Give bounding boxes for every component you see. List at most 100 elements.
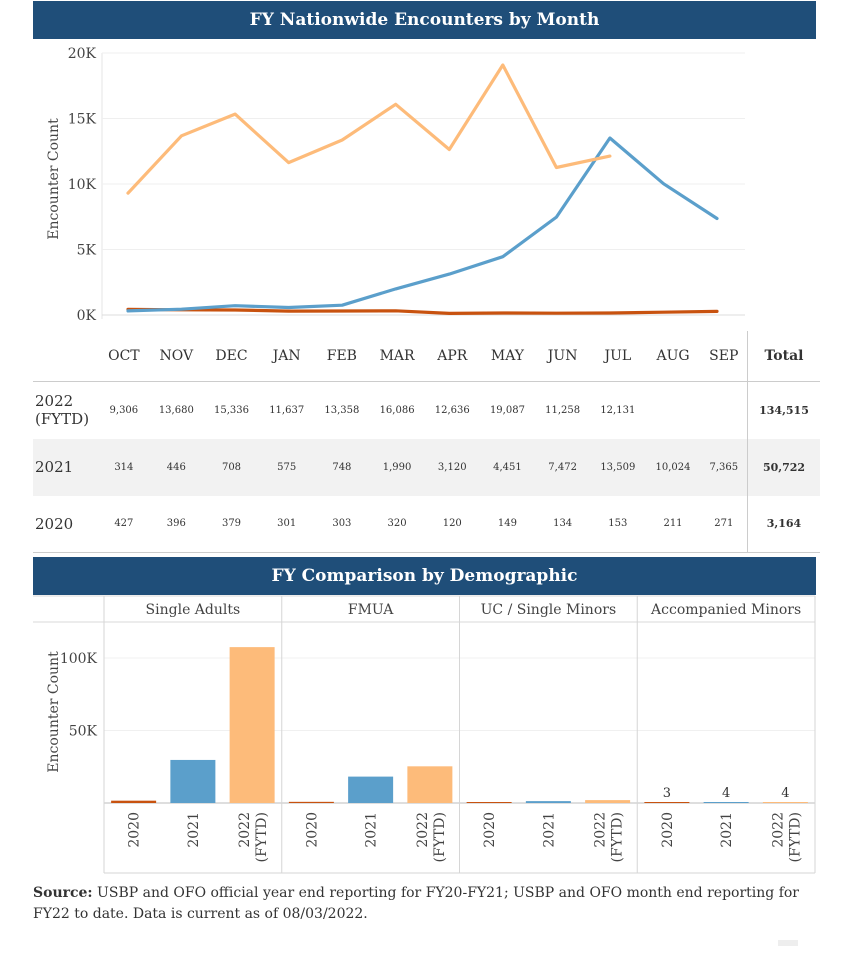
table-value-cell: 314	[114, 461, 134, 473]
table-header-row: OCT NOV DEC JAN FEB MAR APR MAY JUN JUL …	[33, 331, 820, 382]
x-tick-label-line: (FYTD)	[610, 812, 626, 862]
panel-label: Accompanied Minors	[650, 602, 801, 618]
table-value-cell: 16,086	[369, 381, 425, 439]
table-value-cell: 11,637	[259, 381, 315, 439]
bar	[229, 647, 275, 803]
table-row: 2020 427 396 379 301 303 320 120 149 134 153 211 271…	[33, 495, 820, 553]
table-value-cell: 120	[424, 495, 480, 553]
table-value-cell: 446	[166, 461, 186, 473]
x-tick-label: 2020	[304, 812, 320, 848]
table-value-cell: 12,636	[424, 381, 480, 439]
monthly-data-table: OCT NOV DEC JAN FEB MAR APR MAY JUN JUL …	[33, 331, 820, 553]
table-value-cell: 13,680	[148, 381, 204, 439]
table-total-cell: 50,722	[747, 438, 820, 496]
month-header: APR	[437, 348, 468, 364]
table-value-cell	[645, 381, 701, 439]
table-value-cell: 10,024	[655, 461, 691, 473]
table-value-cell: 4,451	[493, 461, 522, 473]
bar	[348, 776, 394, 803]
table-value-cell: 396	[148, 495, 204, 553]
bar-data-label: 3	[663, 786, 671, 801]
table-value-cell: 575	[277, 461, 297, 473]
table-year-cell: 2021	[35, 458, 74, 476]
panel-label: Single Adults	[146, 602, 241, 618]
x-tick-label: 2021	[541, 812, 557, 848]
table-value-cell: 19,087	[479, 381, 536, 439]
x-tick-label: 2022(FYTD)	[237, 812, 270, 862]
scroll-corner	[778, 940, 798, 946]
table-value-cell: 320	[369, 495, 425, 553]
y-tick-label: 50K	[69, 724, 98, 740]
x-tick-label-line: 2022	[237, 812, 253, 848]
table-row: 2021 314 446 708 575 748 1,990 3,120 4,451 7,472 1…	[33, 438, 820, 496]
x-tick-label-line: 2022	[593, 812, 609, 848]
month-header: FEB	[326, 348, 357, 364]
table-year-cell: 2020	[33, 495, 99, 553]
line-chart: 0K 5K 10K 15K 20K Encounter Count	[46, 46, 745, 324]
table-value-cell: 211	[645, 495, 701, 553]
table-total-cell: 3,164	[747, 495, 820, 553]
series-line-2022-fytd	[126, 63, 612, 195]
x-tick-label-line: (FYTD)	[787, 812, 803, 862]
table-value-cell: 134	[535, 495, 591, 553]
table-value-cell: 427	[99, 495, 149, 553]
y-tick-label: 10K	[68, 177, 97, 193]
month-header: SEP	[709, 348, 739, 364]
table-year-cell: 2022 (FYTD)	[33, 381, 99, 439]
table-value-cell: 379	[203, 495, 260, 553]
bar	[466, 802, 512, 803]
table-value-cell: 11,258	[535, 381, 591, 439]
bar	[170, 759, 216, 803]
month-header: OCT	[108, 348, 140, 364]
x-tick-label: 2020	[482, 812, 498, 848]
month-header: MAY	[490, 348, 524, 364]
month-header: DEC	[215, 348, 248, 364]
x-tick-label-line: (FYTD)	[254, 812, 270, 862]
bar	[525, 801, 571, 803]
table-value-cell: 301	[259, 495, 315, 553]
table-value-cell	[700, 381, 748, 439]
month-header: NOV	[159, 348, 194, 364]
table-value-cell: 13,358	[314, 381, 370, 439]
table-value-cell: 15,336	[203, 381, 260, 439]
bar	[585, 800, 631, 803]
table-value-cell: 12,131	[590, 381, 646, 439]
bar	[762, 802, 808, 803]
x-tick-label: 2021	[364, 812, 380, 848]
table-value-cell: 3,120	[437, 461, 467, 473]
x-tick-label: 2022(FYTD)	[593, 812, 626, 862]
bar-chart-title-banner: FY Comparison by Demographic	[33, 557, 816, 595]
x-tick-label: 2020	[660, 812, 676, 848]
table-value-cell: 149	[479, 495, 536, 553]
table-value-cell: 271	[700, 495, 748, 553]
y-axis-title: Encounter Count	[46, 651, 62, 773]
x-tick-label: 2022(FYTD)	[770, 812, 803, 862]
month-header: MAR	[379, 348, 415, 364]
table-total-cell: 134,515	[747, 381, 820, 439]
source-note: Source: USBP and OFO official year end r…	[33, 883, 823, 925]
x-tick-label-line: 2022	[415, 812, 431, 848]
bar	[111, 800, 157, 803]
bar-data-label: 4	[781, 786, 789, 801]
bar	[644, 802, 690, 803]
panel-label: FMUA	[348, 602, 394, 618]
y-tick-label: 100K	[60, 651, 98, 667]
bar-data-label: 4	[722, 786, 730, 801]
table-value-cell: 748	[332, 461, 352, 473]
x-tick-label: 2020	[127, 812, 143, 848]
x-tick-label-line: (FYTD)	[432, 812, 448, 862]
panel-label: UC / Single Minors	[481, 602, 617, 618]
y-tick-label: 15K	[68, 112, 97, 128]
month-header: AUG	[656, 348, 690, 364]
line-chart-title-banner: FY Nationwide Encounters by Month	[33, 1, 816, 39]
table-row: 2022 (FYTD) 9,306 13,680 15,336 11,637 13,358 1…	[33, 381, 820, 439]
y-tick-label: 20K	[68, 46, 97, 62]
table-value-cell: 13,509	[600, 461, 636, 473]
total-header: Total	[747, 331, 820, 382]
table-value-cell: 7,365	[709, 461, 739, 473]
x-tick-label: 2022(FYTD)	[415, 812, 448, 862]
y-tick-label: 5K	[77, 243, 97, 259]
source-label: Source:	[33, 885, 93, 901]
series-line-2021	[126, 136, 719, 313]
